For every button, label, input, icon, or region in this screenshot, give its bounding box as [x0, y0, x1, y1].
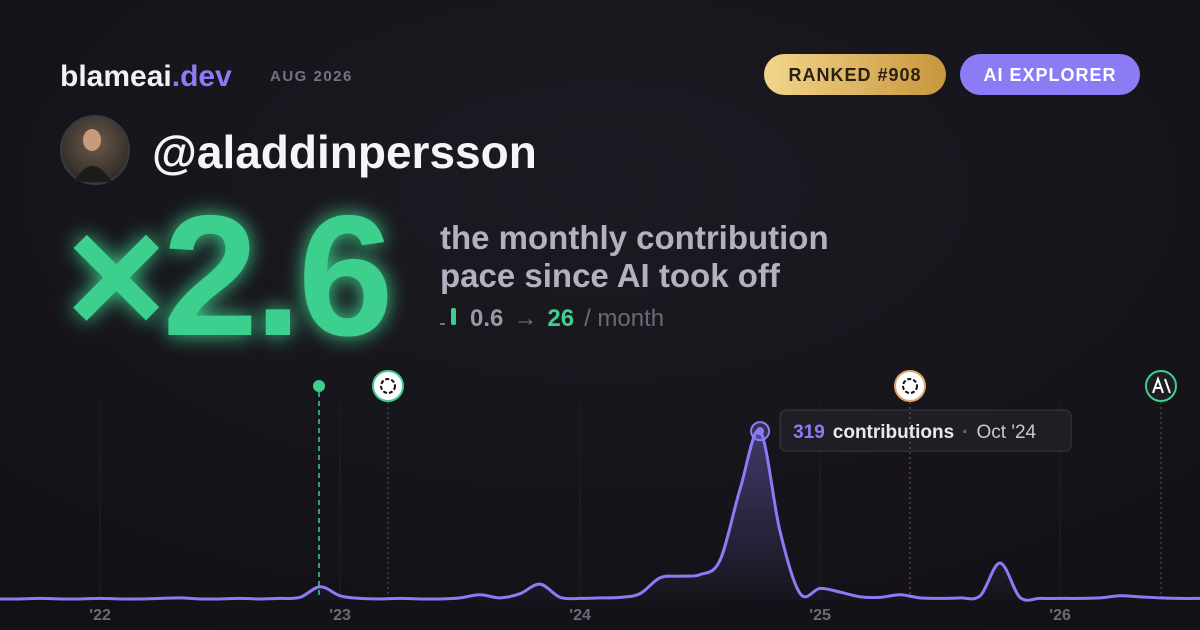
headline-line1: the monthly contribution	[440, 219, 829, 256]
tier-badge	[960, 54, 1140, 95]
tooltip	[779, 409, 1072, 452]
tooltip-text: 319 contributions · Oct '24	[793, 422, 1036, 443]
model-icon	[894, 370, 926, 402]
tooltip-value: 319	[793, 422, 825, 443]
tooltip-separator: ·	[962, 422, 968, 443]
model-icon-glyph	[380, 378, 396, 394]
date: AUG 2026	[270, 68, 353, 85]
pace-arrow: →	[513, 305, 537, 332]
tooltip-label: contributions	[833, 422, 954, 443]
x-tick-label: '26	[1049, 607, 1071, 624]
x-tick-label: '25	[809, 607, 831, 624]
pace-unit: / month	[584, 305, 664, 332]
x-tick-label: '22	[89, 607, 111, 624]
pace-after: 26	[547, 305, 574, 332]
peak-dot	[756, 427, 765, 436]
multiplier: ×2.6	[66, 180, 390, 372]
avatar-body	[74, 166, 112, 182]
pace: 0.6 → 26 / month	[470, 305, 664, 332]
headline-line2: pace since AI took off	[440, 257, 781, 294]
model-icon-glyph	[1152, 376, 1171, 394]
pace-icon-before	[440, 323, 445, 325]
pace-before: 0.6	[470, 305, 503, 332]
x-tick-label: '23	[329, 607, 351, 624]
tier-badge-text: AI EXPLORER	[983, 65, 1116, 85]
brand: blameai.dev	[60, 60, 232, 93]
line	[0, 429, 1200, 602]
event-dot	[313, 380, 325, 392]
model-icon	[372, 370, 404, 402]
tooltip-date: Oct '24	[977, 422, 1037, 443]
event-markers	[313, 370, 1177, 598]
avatar-face	[83, 129, 101, 151]
pace-icon-after	[451, 308, 456, 325]
brand-suffix: .dev	[172, 60, 232, 93]
rank-badge	[764, 54, 946, 95]
model-icon-glyph	[902, 378, 918, 394]
chart: '22 '23 '24 '25 '26 319 contributions · Oct '24	[0, 405, 1200, 624]
handle: @aladdinpersson	[152, 126, 537, 178]
rank-badge-text: RANKED #908	[788, 65, 921, 85]
brand-name: blameai	[60, 60, 172, 93]
x-tick-label: '24	[569, 607, 591, 624]
